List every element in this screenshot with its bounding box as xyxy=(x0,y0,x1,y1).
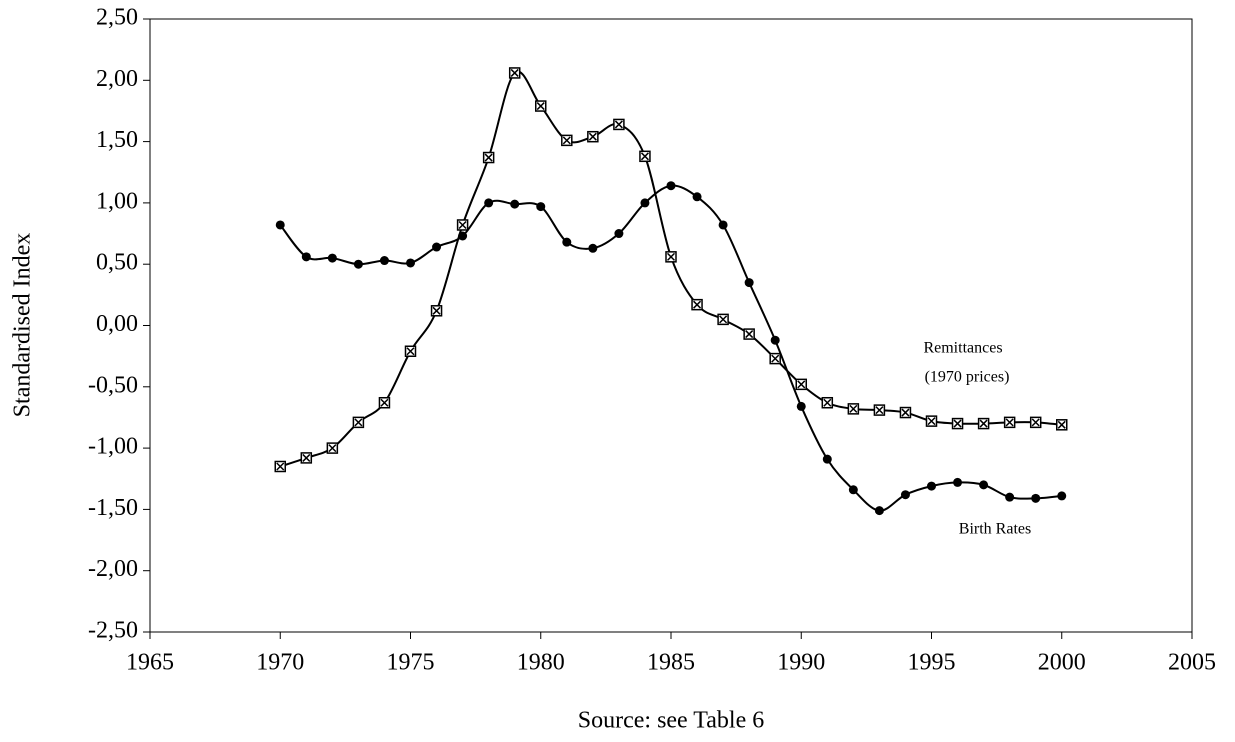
data-point xyxy=(640,198,650,208)
data-point xyxy=(743,328,755,340)
x-tick-label: 1995 xyxy=(908,650,956,676)
data-point xyxy=(378,396,391,409)
x-tick-label: 1980 xyxy=(517,650,565,676)
data-point xyxy=(795,378,807,391)
data-point xyxy=(275,220,285,230)
data-point xyxy=(300,452,313,464)
data-point xyxy=(588,243,598,253)
data-point xyxy=(874,506,884,516)
data-point xyxy=(353,259,363,269)
x-tick-label: 1990 xyxy=(777,650,825,676)
y-tick-label: -2,50 xyxy=(88,618,138,644)
data-point xyxy=(951,417,964,430)
data-point xyxy=(1005,492,1015,502)
data-point xyxy=(1003,416,1016,429)
data-point xyxy=(406,258,415,268)
data-point xyxy=(1031,493,1041,503)
y-tick-label: 2,50 xyxy=(96,5,138,31)
data-point xyxy=(691,298,703,311)
data-point xyxy=(535,100,547,112)
x-tick-label: 1970 xyxy=(256,650,304,676)
data-point xyxy=(770,335,780,345)
x-tick-label: 2000 xyxy=(1038,650,1086,676)
data-point xyxy=(639,150,651,163)
data-point xyxy=(848,485,858,495)
data-point xyxy=(1057,491,1067,501)
x-axis-label: Source: see Table 6 xyxy=(578,708,764,734)
data-point xyxy=(1056,419,1068,431)
y-axis-label: Standardised Index xyxy=(10,233,36,418)
data-point xyxy=(718,220,728,230)
data-point xyxy=(326,442,339,454)
data-point xyxy=(510,199,520,209)
data-point xyxy=(717,313,729,326)
data-point xyxy=(432,242,442,252)
data-point xyxy=(692,192,702,202)
x-tick-label: 1965 xyxy=(126,650,174,676)
plot-frame xyxy=(149,18,1193,633)
y-tick-label: -0,50 xyxy=(88,372,138,398)
x-tick-label: 2005 xyxy=(1168,650,1216,676)
x-tick-label: 1985 xyxy=(647,650,695,676)
data-point xyxy=(352,416,365,429)
x-tick-label: 1975 xyxy=(387,650,435,676)
data-point xyxy=(482,151,495,164)
data-point xyxy=(796,401,806,411)
data-point xyxy=(562,237,572,247)
data-point xyxy=(456,219,469,231)
data-point xyxy=(508,67,521,79)
data-point xyxy=(301,252,311,262)
data-point xyxy=(927,481,936,491)
data-point xyxy=(614,229,624,239)
y-tick-label: 2,00 xyxy=(96,66,138,92)
data-point xyxy=(977,417,990,430)
y-tick-label: -1,50 xyxy=(88,495,138,521)
data-point xyxy=(613,118,625,131)
data-point xyxy=(899,406,912,419)
data-point xyxy=(430,305,443,317)
data-point xyxy=(744,278,754,288)
y-tick-label: 0,50 xyxy=(96,250,138,276)
data-point xyxy=(561,134,573,147)
data-point xyxy=(587,130,599,143)
y-tick-label: -2,00 xyxy=(88,556,138,582)
annotation: (1970 prices) xyxy=(925,369,1010,386)
data-point xyxy=(404,345,417,357)
data-point xyxy=(925,415,938,427)
series-line xyxy=(279,70,1062,468)
data-point xyxy=(484,198,494,208)
series-label: Remittances xyxy=(923,340,1002,357)
data-point xyxy=(873,404,886,416)
data-point xyxy=(666,181,676,191)
data-point xyxy=(1029,416,1042,429)
data-point xyxy=(665,251,677,263)
data-point xyxy=(953,477,963,487)
data-point xyxy=(979,480,989,490)
y-tick-label: 1,00 xyxy=(96,188,138,214)
data-point xyxy=(821,396,834,409)
data-point xyxy=(847,403,860,415)
data-point xyxy=(822,454,832,464)
data-point xyxy=(900,490,910,500)
data-point xyxy=(379,256,389,266)
data-point xyxy=(274,460,286,473)
y-tick-label: 1,50 xyxy=(96,127,138,153)
data-point xyxy=(769,352,781,365)
series-label: Birth Rates xyxy=(959,521,1031,538)
y-tick-label: -1,00 xyxy=(88,434,138,460)
y-tick-label: 0,00 xyxy=(96,311,138,337)
data-point xyxy=(536,202,546,212)
data-point xyxy=(327,253,337,263)
